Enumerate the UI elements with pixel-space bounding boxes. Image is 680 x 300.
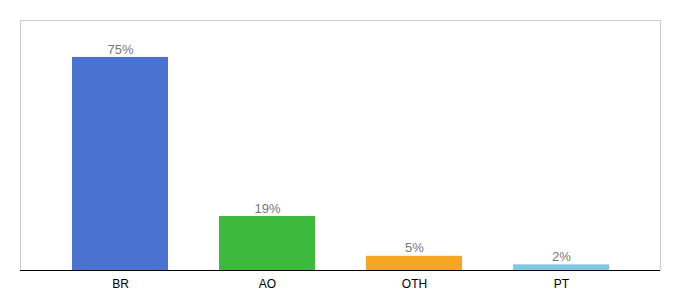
svg-text:OTH: OTH xyxy=(402,277,427,291)
svg-text:PT: PT xyxy=(554,277,570,291)
svg-text:AO: AO xyxy=(259,277,276,291)
svg-text:2%: 2% xyxy=(552,249,571,264)
svg-text:75%: 75% xyxy=(107,42,133,57)
svg-text:5%: 5% xyxy=(405,240,424,255)
svg-text:19%: 19% xyxy=(254,201,280,216)
svg-text:BR: BR xyxy=(112,277,129,291)
